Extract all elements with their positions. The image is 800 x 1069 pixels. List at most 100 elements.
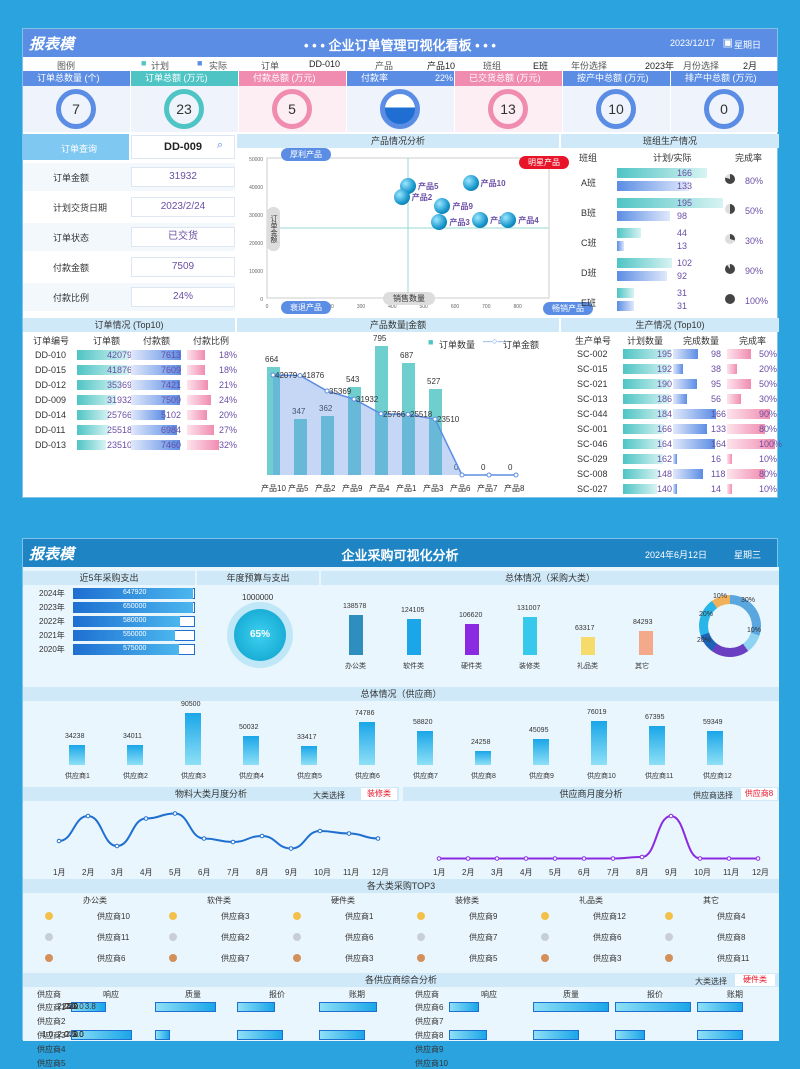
paid-bar [131, 350, 181, 360]
amount-point [297, 372, 303, 378]
supplier-bar [417, 731, 433, 765]
dashboard-header: 报表模 企业采购可视化分析 2024年6月12日 星期三 [23, 539, 777, 567]
score-bar [533, 1030, 579, 1040]
done-bar [673, 379, 698, 389]
weekday-label: 星期三 [733, 550, 761, 560]
prod-id: SC-027 [577, 484, 608, 494]
plan-qty: 192 [657, 364, 673, 374]
ratio-bar [187, 395, 211, 405]
done-qty: 98 [711, 349, 722, 359]
quadrant-label: 厚利产品 [281, 148, 331, 161]
top3-supplier: 供应商3 [221, 912, 250, 921]
spend-bar [73, 616, 181, 627]
score-value: 4.0 [67, 1030, 79, 1039]
category-bar [465, 624, 479, 655]
completion-pie [725, 234, 735, 244]
search-icon[interactable]: ⌕ [217, 139, 224, 151]
actual-bar [617, 181, 690, 191]
supplier-value: 24258 [471, 739, 491, 747]
qty-bar [321, 416, 334, 475]
category-name: 硬件类 [461, 663, 482, 670]
top3-supplier: 供应商1 [345, 912, 374, 921]
score-value: 3.0 [72, 1030, 84, 1039]
top3-header: 礼品类 [579, 896, 603, 905]
paid-ratio: 21% [219, 380, 238, 390]
category-value: 84293 [633, 618, 653, 626]
supplier-name: 供应商6 [355, 773, 380, 780]
query-input[interactable]: DD-009 [131, 135, 235, 159]
x-tick-label: 700 [482, 304, 491, 310]
supplier-value: 59349 [703, 718, 723, 726]
kpi-header: 订单总额 (万元) [131, 71, 238, 86]
supplier-name: 供应商1 [37, 1003, 66, 1012]
category-selector[interactable]: 硬件类 [735, 974, 775, 986]
paid-bar [131, 410, 165, 420]
table-header: 完成率 [735, 153, 763, 163]
month-label: 8月 [636, 868, 649, 877]
qty-bar [348, 386, 361, 475]
filter-year-val[interactable]: 2023年 [645, 61, 675, 71]
medal-icon [417, 954, 425, 962]
done-qty: 118 [711, 469, 726, 479]
completion-pct: 100% [745, 296, 769, 306]
qty-label: 0 [454, 463, 458, 472]
spend-value: 575000 [123, 645, 147, 652]
filter-team-val[interactable]: E班 [533, 61, 549, 71]
supplier-name: 供应商7 [415, 1017, 444, 1026]
selector-label: 大类选择 [313, 791, 345, 800]
top3-header: 装修类 [455, 896, 479, 905]
trend-point [259, 833, 265, 839]
order-amount-bar [77, 365, 129, 375]
kpi-header: 付款总额 (万元) [239, 71, 346, 86]
done-qty: 38 [711, 364, 722, 374]
month-label: 7月 [607, 868, 620, 877]
trend-point [85, 813, 91, 819]
supplier-name: 供应商12 [703, 773, 732, 780]
plan-qty: 190 [657, 379, 673, 389]
paid-ratio: 18% [219, 350, 238, 360]
x-tick-label: 600 [451, 304, 460, 310]
supplier-bar [185, 713, 201, 765]
order-amount-bar [77, 410, 109, 420]
quadrant-label: 衰退产品 [281, 301, 331, 314]
month-label: 1月 [53, 868, 66, 877]
date-label: 2023/12/17 [669, 38, 715, 48]
month-label: 3月 [491, 868, 504, 877]
table-header: 质量 [563, 990, 579, 999]
top3-header: 硬件类 [331, 896, 355, 905]
medal-icon [293, 912, 301, 920]
top3-supplier: 供应商6 [593, 933, 622, 942]
filter-month-val[interactable]: 2月 [743, 61, 758, 71]
kpi-header: 付款率 [347, 71, 454, 86]
category-selector[interactable]: 装修类 [361, 788, 397, 800]
legend-swatch: ■ [428, 337, 434, 347]
filter-product-val[interactable]: 产品10 [427, 61, 456, 71]
score-bar [155, 1030, 171, 1040]
line-chart [56, 811, 381, 851]
category-selector[interactable]: 供应商8 [741, 788, 777, 800]
done-qty: 56 [711, 394, 722, 404]
amount-label: 31932 [356, 395, 379, 405]
filter-order-val[interactable]: DD-010 [309, 59, 341, 69]
table-header: 报价 [269, 990, 285, 999]
section-header: 近5年采购支出 [23, 571, 195, 585]
actual-value: 13 [677, 241, 688, 251]
category-bar [639, 630, 653, 655]
category-label: 产品8 [504, 484, 525, 493]
top3-supplier: 供应商7 [221, 954, 250, 963]
category-bar [407, 619, 421, 655]
plan-bar [623, 379, 670, 389]
done-rate: 90% [759, 409, 778, 419]
done-rate: 50% [759, 349, 778, 359]
qty-label: 0 [481, 463, 486, 472]
done-rate: 50% [759, 379, 778, 389]
top3-supplier: 供应商8 [717, 933, 746, 942]
amount-point [378, 411, 384, 417]
completion-pie [725, 174, 735, 184]
supplier-bar [301, 745, 317, 765]
done-bar [673, 394, 688, 404]
filter-order-label: 订单 [261, 61, 280, 71]
top3-supplier: 供应商11 [717, 954, 750, 963]
supplier-name: 供应商3 [181, 773, 206, 780]
query-label-bg [23, 134, 129, 160]
